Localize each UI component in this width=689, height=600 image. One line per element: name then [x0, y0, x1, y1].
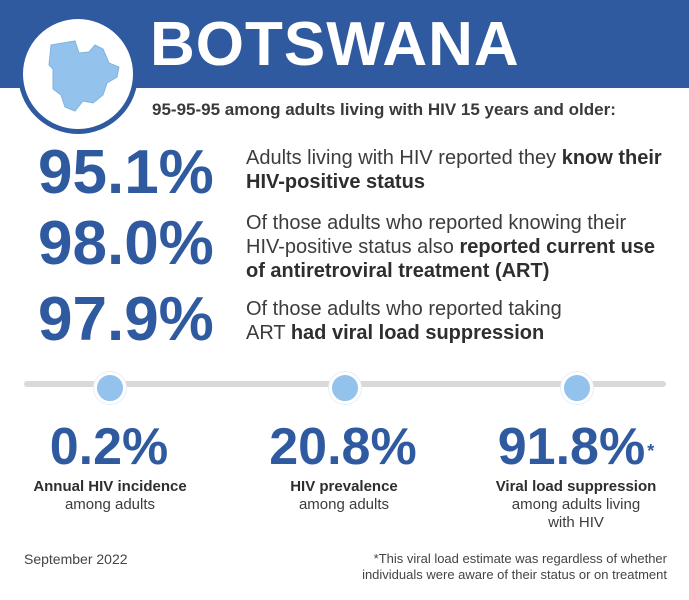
kpi-title: Viral load suppression — [495, 478, 657, 495]
map-badge — [18, 14, 138, 134]
stat-text: Of those adults who reported taking ART — [246, 298, 562, 344]
kpi-title: HIV prevalence — [290, 478, 398, 495]
stat-description: Of those adults who reported knowing the… — [246, 211, 666, 283]
country-title: BOTSWANA — [150, 10, 520, 79]
botswana-map-icon — [48, 40, 120, 112]
kpi-value: 0.2% — [10, 418, 210, 476]
stat-text-bold: had viral load suppression — [290, 322, 545, 344]
stat-text-bold: know their HIV-positive status — [246, 147, 662, 193]
publication-date: September 2022 — [24, 551, 128, 567]
kpi-title: Annual HIV incidence — [33, 478, 187, 495]
kpi-subtitle: among adults — [64, 496, 156, 513]
stat-value: 97.9% — [38, 285, 214, 354]
stat-description: Of those adults who reported taking ART … — [246, 297, 596, 345]
kpi-number: 91.8% — [497, 418, 646, 476]
kpi-asterisk: * — [647, 441, 655, 461]
section-subtitle: 95-95-95 among adults living with HIV 15… — [152, 100, 616, 119]
kpi-subtitle: among adults — [298, 496, 390, 513]
stat-value: 95.1% — [38, 138, 214, 207]
kpi-value: 91.8% * — [476, 418, 676, 476]
kpi-subtitle: among adults living with HIV — [511, 496, 641, 531]
kpi-number: 20.8% — [269, 418, 417, 476]
timeline-dot — [561, 372, 593, 404]
stat-text: Of those adults who reported knowing the… — [246, 212, 627, 258]
kpi-value: 20.8% — [244, 418, 444, 476]
stat-text: Adults living with HIV reported they — [246, 147, 562, 169]
stat-description: Adults living with HIV reported they kno… — [246, 146, 676, 194]
kpi-number: 0.2% — [49, 418, 169, 476]
kpi-incidence: 0.2% Annual HIV incidence among adults — [10, 418, 210, 514]
timeline-dot — [329, 372, 361, 404]
stat-value: 98.0% — [38, 209, 214, 278]
timeline-dot — [94, 372, 126, 404]
footnote: *This viral load estimate was regardless… — [362, 551, 667, 582]
kpi-prevalence: 20.8% HIV prevalence among adults — [244, 418, 444, 514]
kpi-viral-load: 91.8% * Viral load suppression among adul… — [476, 418, 676, 532]
stat-text-bold: reported current use of antiretroviral t… — [246, 236, 656, 282]
